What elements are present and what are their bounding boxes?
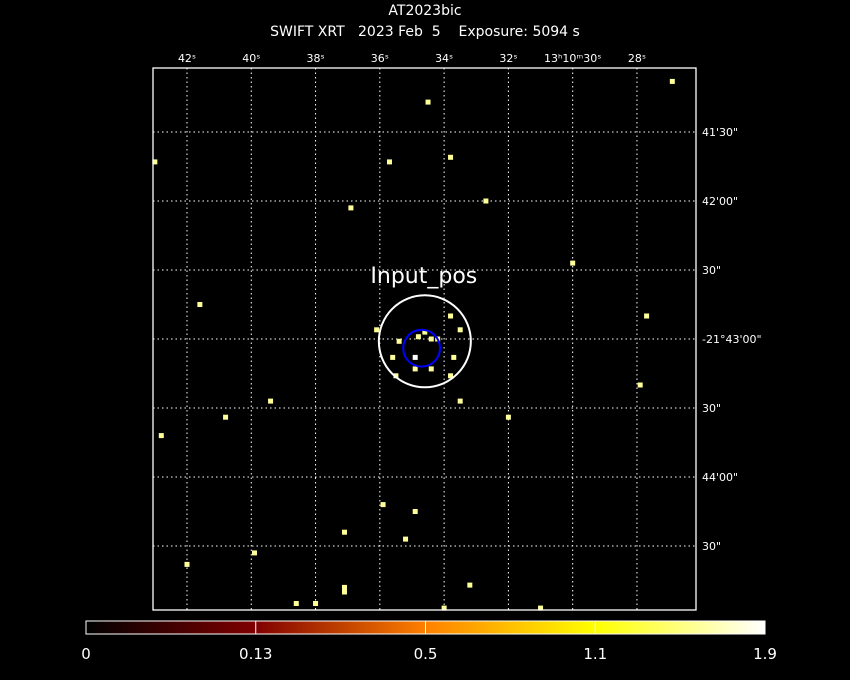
event-pixel — [428, 336, 434, 342]
y-tick-label: 44'00" — [702, 471, 738, 484]
event-pixel — [390, 354, 396, 360]
event-pixel — [341, 584, 347, 590]
colorbar-label: 1.1 — [583, 645, 607, 663]
event-pixel — [158, 433, 164, 439]
event-pixel — [570, 260, 576, 266]
event-pixel — [538, 605, 544, 611]
event-pixel — [412, 366, 418, 372]
x-tick-label: 13ʰ10ᵐ30ˢ — [544, 52, 601, 65]
event-pixel — [505, 414, 511, 420]
event-pixel — [412, 509, 418, 514]
event-pixel — [483, 198, 489, 204]
event-pixel — [441, 605, 447, 611]
event-pixel — [457, 398, 463, 404]
event-pixel — [637, 382, 643, 388]
event-pixel — [412, 354, 418, 360]
chart-title: AT2023bic — [388, 3, 461, 19]
event-pixel — [184, 561, 190, 567]
event-pixel — [380, 502, 386, 508]
x-tick-label: 34ˢ — [435, 52, 453, 65]
event-pixel — [341, 589, 347, 595]
event-pixel — [467, 582, 473, 588]
psf-region-circle — [402, 328, 442, 368]
event-pixel — [374, 327, 380, 333]
event-pixel — [451, 354, 457, 360]
x-tick-label: 28ˢ — [628, 52, 646, 65]
y-tick-label: 41'30" — [702, 126, 738, 139]
event-pixel — [669, 78, 675, 84]
event-pixel — [644, 313, 650, 319]
chart-subtitle: SWIFT XRT 2023 Feb 5 Exposure: 5094 s — [270, 24, 580, 40]
event-pixel — [152, 159, 158, 165]
colorbar-label: 0.13 — [239, 645, 272, 663]
colorbar-label: 1.9 — [753, 645, 777, 663]
event-pixel — [348, 205, 354, 211]
x-tick-label: 36ˢ — [371, 52, 389, 65]
source-region-circle — [377, 294, 472, 389]
plot-frame — [152, 67, 697, 611]
y-tick-label: 42'00" — [702, 195, 738, 208]
event-pixel — [448, 313, 454, 319]
event-pixel — [341, 529, 347, 535]
event-pixel — [197, 302, 203, 307]
x-tick-labels: 42ˢ 40ˢ 38ˢ 36ˢ 34ˢ 32ˢ 13ʰ10ᵐ30ˢ 28ˢ — [178, 52, 646, 65]
events-layer — [152, 78, 675, 611]
event-pixel — [293, 601, 299, 606]
x-tick-label: 40ˢ — [242, 52, 260, 65]
grid — [153, 68, 696, 610]
x-tick-label: 38ˢ — [307, 52, 325, 65]
event-pixel — [251, 550, 257, 556]
y-tick-label: 30" — [702, 540, 721, 553]
x-tick-label: 32ˢ — [499, 52, 517, 65]
event-pixel — [448, 373, 454, 379]
region-label: Input_pos — [370, 264, 477, 289]
event-pixel — [457, 327, 463, 333]
event-pixel — [428, 366, 434, 372]
x-tick-label: 42ˢ — [178, 52, 196, 65]
y-tick-label: 30" — [702, 264, 721, 277]
event-pixel — [268, 398, 274, 404]
regions-layer — [377, 294, 472, 389]
y-tick-label: -21°43'00" — [702, 333, 762, 346]
event-pixel — [448, 154, 454, 160]
event-pixel — [425, 99, 431, 105]
event-pixel — [403, 536, 409, 542]
event-pixel — [386, 159, 392, 165]
event-pixel — [415, 334, 421, 340]
colorbar-label: 0 — [81, 645, 91, 663]
event-pixel — [396, 338, 402, 344]
event-pixel — [422, 329, 428, 335]
event-pixel — [223, 414, 229, 420]
event-pixel — [313, 601, 319, 606]
y-tick-labels: 41'30" 42'00" 30" -21°43'00" 30" 44'00" 30" — [702, 126, 762, 553]
colorbar-labels: 0 0.13 0.5 1.1 1.9 — [81, 621, 777, 663]
colorbar-label: 0.5 — [414, 645, 438, 663]
y-tick-label: 30" — [702, 402, 721, 415]
